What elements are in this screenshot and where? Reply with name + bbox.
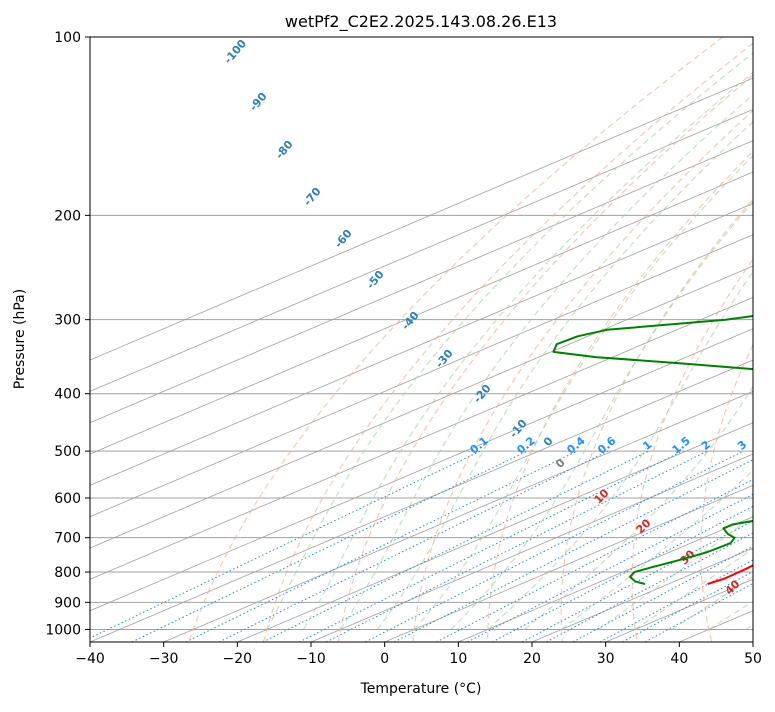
y-tick-label: 900 — [54, 595, 81, 611]
mixing-ratio-line — [82, 451, 481, 642]
dry-adiabat-label: 0 — [553, 456, 568, 471]
mixing-ratio-label: 0.1 — [468, 434, 491, 456]
moist-adiabat-label: -100 — [221, 37, 249, 67]
x-tick-label: −20 — [223, 651, 253, 667]
y-axis-label: Pressure (hPa) — [12, 289, 28, 389]
y-tick-label: 500 — [54, 444, 81, 460]
mixing-ratio-line — [326, 451, 707, 642]
moist-adiabat-label: -90 — [247, 90, 270, 114]
y-tick-label: 100 — [54, 30, 81, 46]
mixing-ratio-label: 4 — [762, 438, 775, 453]
moist-adiabat-label: -20 — [471, 382, 494, 406]
series-layer — [553, 37, 775, 584]
isotherm-line — [0, 37, 775, 642]
y-tick-label: 700 — [54, 531, 81, 547]
moist-adiabat-label: -40 — [399, 309, 422, 333]
mixing-ratio-line — [263, 451, 649, 642]
y-tick-label: 200 — [54, 208, 81, 224]
mixing-ratio-line — [219, 451, 608, 642]
dry-adiabat — [767, 37, 775, 642]
mixing-ratio-label: 0.4 — [564, 434, 588, 457]
mixing-ratio-line — [132, 451, 527, 642]
x-axis-label: Temperature (°C) — [360, 681, 482, 697]
moist-adiabat-label: 0 — [541, 434, 556, 448]
mixing-ratio-line — [186, 451, 577, 642]
chart-title: wetPf2_C2E2.2025.143.08.26.E13 — [285, 12, 557, 32]
x-tick-label: −30 — [149, 651, 179, 667]
isotherm-line — [0, 37, 775, 642]
mixing-ratio-line — [365, 451, 743, 642]
isotherm-line — [0, 37, 775, 642]
moist-adiabat — [451, 37, 775, 629]
isotherm-line — [0, 37, 775, 642]
isotherm-line — [753, 37, 775, 642]
moist-adiabat — [377, 37, 775, 629]
dry-adiabat — [413, 37, 775, 642]
mixing-ratio-label: 1.5 — [670, 434, 693, 456]
dry-adiabat-label: 10 — [592, 486, 612, 506]
moist-adiabat-label: -50 — [364, 268, 387, 292]
moist-adiabat — [672, 37, 775, 629]
plot-area: 0.10.20.40.611.52346810131620253036-100-… — [0, 37, 775, 642]
mixing-ratio-line — [645, 451, 775, 642]
x-tick-label: −10 — [296, 651, 326, 667]
x-tick-label: 0 — [380, 651, 389, 667]
y-tick-label: 600 — [54, 491, 81, 507]
temperature-profile-line — [708, 37, 775, 584]
y-tick-label: 1000 — [45, 622, 81, 638]
moist-adiabat-label: -60 — [332, 227, 355, 251]
x-tick-label: 20 — [523, 651, 541, 667]
moist-adiabat — [598, 37, 775, 629]
dry-adiabat — [488, 37, 775, 642]
moist-adiabat — [635, 37, 775, 629]
mixing-ratio-line — [522, 451, 775, 642]
isotherm-line — [0, 37, 775, 642]
isotherm-line — [0, 37, 775, 642]
x-tick-label: 30 — [597, 651, 615, 667]
grid-layer — [0, 37, 775, 642]
moist-adiabat — [341, 37, 775, 629]
moist-adiabat-label: -80 — [273, 138, 296, 162]
moist-adiabat-label: -30 — [433, 347, 456, 371]
y-tick-label: 400 — [54, 387, 81, 403]
y-tick-label: 300 — [54, 313, 81, 329]
line-labels: 0.10.20.40.611.52346810131620253036-100-… — [221, 37, 775, 598]
dry-adiabat-label: 20 — [634, 516, 654, 536]
isotherm-line — [0, 37, 775, 642]
dewpoint-profile-line — [553, 37, 775, 584]
x-tick-label: 40 — [670, 651, 688, 667]
x-tick-label: 10 — [449, 651, 467, 667]
y-tick-label: 800 — [54, 565, 81, 581]
mixing-ratio-line — [394, 451, 770, 642]
isotherm-line — [0, 37, 775, 642]
moist-adiabat — [746, 37, 775, 629]
moist-adiabat-label: -70 — [301, 185, 324, 209]
isotherm-line — [16, 37, 775, 642]
x-tick-label: −40 — [75, 651, 105, 667]
x-tick-label: 50 — [744, 651, 762, 667]
